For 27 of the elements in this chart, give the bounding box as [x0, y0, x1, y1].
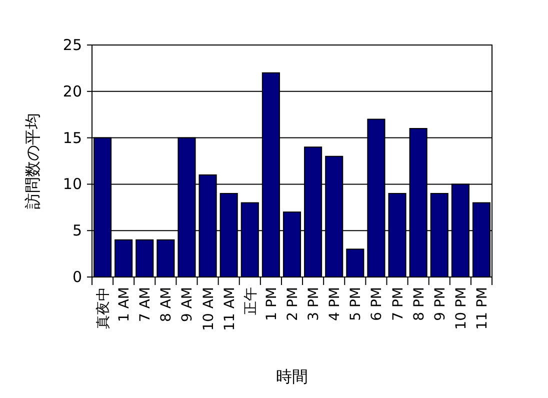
- y-tick-label: 20: [62, 82, 82, 100]
- y-tick-label: 5: [72, 222, 82, 240]
- x-tick-label: 5 PM: [348, 287, 364, 321]
- x-tick-label: 10 PM: [453, 287, 470, 330]
- x-axis-title: 時間: [276, 367, 308, 386]
- x-tick-label: 1 AM: [116, 287, 133, 322]
- x-tick-label: 7 PM: [390, 287, 406, 321]
- x-tick-label: 4 PM: [327, 287, 344, 321]
- x-tick-label: 6 PM: [369, 287, 386, 321]
- y-tick-label: 10: [62, 175, 82, 194]
- x-tick-label: 9 PM: [432, 287, 448, 321]
- y-tick-label: 15: [62, 128, 82, 147]
- x-tick-label: 7 AM: [138, 287, 154, 322]
- x-tick-label: 真夜中: [96, 287, 112, 329]
- x-tick-label: 11 AM: [222, 287, 238, 331]
- x-tick-label: 1 PM: [264, 287, 280, 321]
- x-tick-label: 正午: [242, 287, 259, 315]
- x-tick-label: 9 AM: [180, 287, 196, 322]
- x-tick-label: 8 PM: [411, 287, 428, 321]
- x-tick-label: 8 AM: [158, 287, 175, 322]
- x-tick-label: 10 AM: [200, 287, 217, 331]
- y-tick-label: 0: [72, 268, 82, 286]
- y-axis-title: 訪問数の平均: [23, 113, 42, 209]
- x-tick-label: 2 PM: [285, 287, 301, 321]
- x-tick-label: 11 PM: [474, 287, 490, 330]
- y-tick-label: 25: [62, 36, 82, 54]
- x-tick-label: 3 PM: [306, 287, 322, 321]
